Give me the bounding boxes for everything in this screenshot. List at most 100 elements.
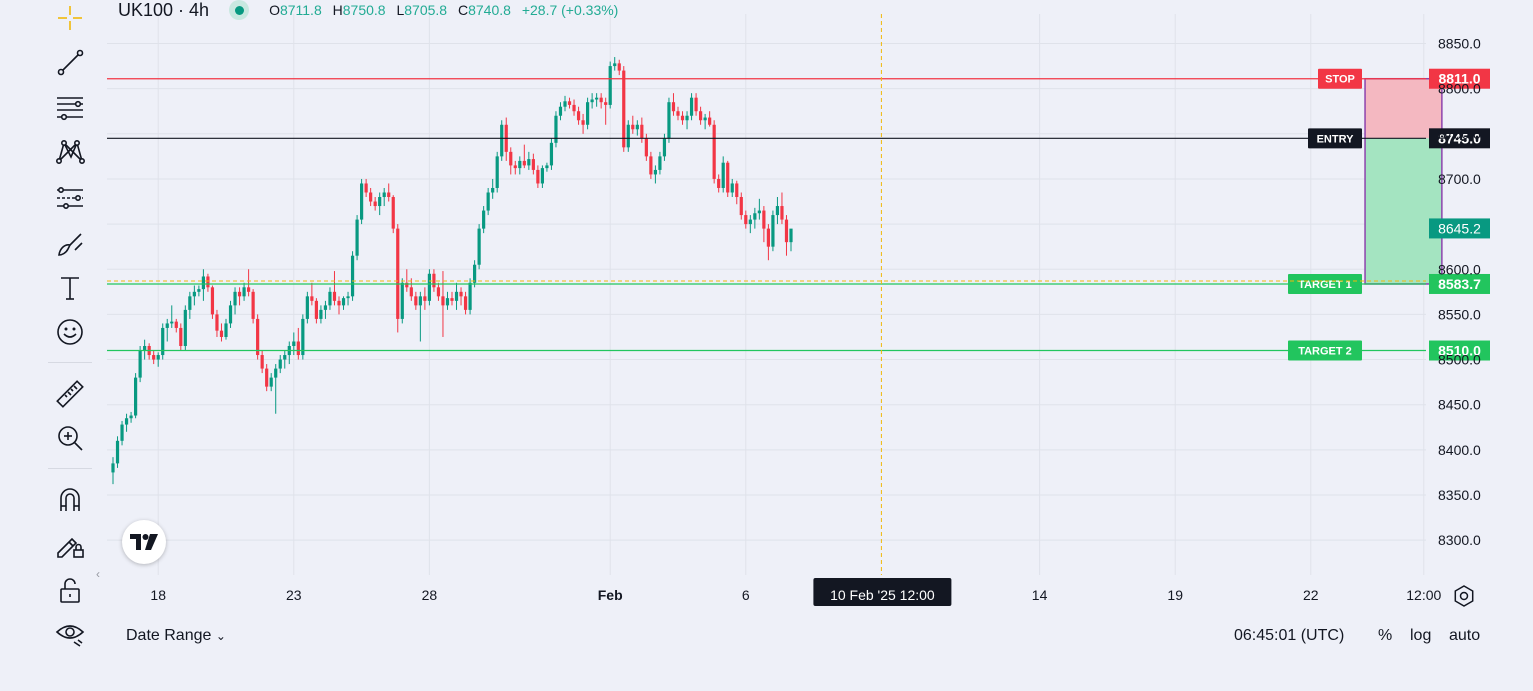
auto-scale-button[interactable]: auto — [1449, 627, 1481, 644]
collapse-chevron-icon[interactable]: ‹ — [96, 567, 100, 581]
eye-icon[interactable] — [50, 614, 90, 650]
level-tag-text: TARGET 1 — [1298, 279, 1352, 291]
emoji-icon[interactable] — [50, 314, 90, 350]
candle-body — [545, 165, 549, 169]
candle-body — [432, 273, 436, 288]
candle-body — [549, 142, 554, 166]
candle-body — [576, 111, 581, 121]
candle-body — [120, 424, 124, 441]
candle-body — [423, 296, 427, 301]
trend-line-icon[interactable] — [50, 44, 90, 80]
candle-body — [364, 183, 368, 193]
candle-body — [491, 187, 495, 193]
candle-body — [418, 296, 422, 306]
candle-body — [156, 355, 160, 360]
market-status-icon[interactable] — [229, 0, 250, 20]
candle-body — [373, 201, 377, 207]
open-label: O — [269, 2, 280, 18]
crosshair-date-text: 10 Feb '25 12:00 — [830, 587, 935, 603]
candle-body — [224, 323, 228, 337]
tradingview-logo-icon[interactable] — [122, 520, 166, 564]
candle-body — [228, 305, 233, 324]
candle-body — [445, 298, 450, 306]
price-label-box — [1429, 273, 1490, 294]
candle-body — [283, 355, 287, 360]
price-label-box — [1429, 68, 1490, 89]
left-toolbar: ‹ — [0, 0, 104, 691]
candle-body — [518, 160, 522, 169]
candle-body — [247, 287, 251, 292]
candle-body — [748, 219, 752, 225]
high-label: H — [332, 2, 343, 18]
reward-zone — [1365, 138, 1442, 284]
candle-body — [405, 282, 409, 288]
candle-body — [201, 276, 205, 290]
candle-body — [563, 101, 567, 107]
x-axis-tick-label: 19 — [1167, 587, 1183, 603]
candle-body — [414, 296, 418, 306]
ruler-icon[interactable] — [50, 376, 90, 412]
candle-body — [486, 192, 490, 211]
text-icon[interactable] — [50, 270, 90, 306]
x-axis-tick-label: 14 — [1032, 587, 1048, 603]
symbol-title[interactable]: UK100 · 4h — [118, 0, 210, 20]
settings-gear-icon[interactable] — [1452, 584, 1476, 608]
y-axis-tick-label: 8350.0 — [1438, 487, 1481, 503]
percent-scale-button[interactable]: % — [1378, 627, 1393, 644]
pattern-icon[interactable] — [50, 133, 90, 169]
candle-body — [129, 415, 133, 419]
bottom-bar: Date Range ⌄ 06:45:01 (UTC) % log auto — [0, 618, 1533, 658]
candle-body — [617, 63, 621, 71]
candle-body — [558, 106, 563, 116]
candle-body — [775, 206, 780, 216]
candle-body — [260, 355, 264, 369]
price-label-text: 8583.7 — [1438, 276, 1481, 292]
candle-body — [604, 102, 608, 105]
candle-body — [640, 124, 644, 139]
date-range-button[interactable]: Date Range ⌄ — [126, 627, 226, 645]
candle-body — [658, 156, 662, 170]
candle-body — [685, 115, 689, 121]
candle-body — [210, 287, 215, 315]
y-axis-tick-label: 8300.0 — [1438, 532, 1481, 548]
candle-body — [599, 97, 603, 103]
candle-body — [441, 296, 445, 306]
candle-body — [115, 440, 120, 464]
level-tag-text: TARGET 2 — [1298, 346, 1352, 358]
level-tag-stop — [1318, 68, 1362, 89]
current-price-box — [1429, 218, 1490, 239]
candle-body — [730, 183, 734, 193]
candle-body — [337, 300, 341, 306]
x-axis-tick-label: 6 — [742, 587, 750, 603]
horizontal-lines-icon[interactable] — [50, 89, 90, 125]
x-axis-tick-label: 28 — [422, 587, 438, 603]
candle-body — [762, 210, 766, 229]
price-chart[interactable]: STOP 8811.0 ENTRY 8745.0 TARGET 1 8583.7 TARGE… — [0, 0, 1533, 618]
magnet-icon[interactable] — [50, 482, 90, 518]
candle-body — [251, 291, 255, 319]
candle-body — [192, 291, 196, 297]
candle-body — [513, 165, 517, 169]
candle-body — [721, 162, 725, 188]
candle-body — [784, 219, 789, 243]
forecast-icon[interactable] — [50, 180, 90, 216]
candle-body — [626, 124, 630, 148]
candle-body — [134, 377, 138, 416]
candle-body — [649, 156, 653, 175]
legend-header: UK100 · 4h O8711.8 H8750.8 L8705.8 C8740… — [118, 0, 625, 20]
brush-icon[interactable] — [50, 226, 90, 262]
candle-body — [744, 215, 748, 225]
level-tag-target-2 — [1288, 340, 1362, 361]
candle-body — [631, 124, 635, 130]
utc-clock[interactable]: 06:45:01 (UTC) — [1234, 627, 1345, 644]
candle-body — [124, 418, 129, 425]
zoom-in-icon[interactable] — [50, 420, 90, 456]
log-scale-button[interactable]: log — [1410, 627, 1432, 644]
lock-drawings-icon[interactable] — [50, 527, 90, 563]
candle-body — [531, 159, 535, 170]
crosshair-icon[interactable] — [50, 0, 90, 36]
candle-body — [256, 318, 260, 356]
unlock-icon[interactable] — [50, 572, 90, 608]
candle-body — [622, 70, 626, 148]
candle-body — [143, 346, 147, 351]
